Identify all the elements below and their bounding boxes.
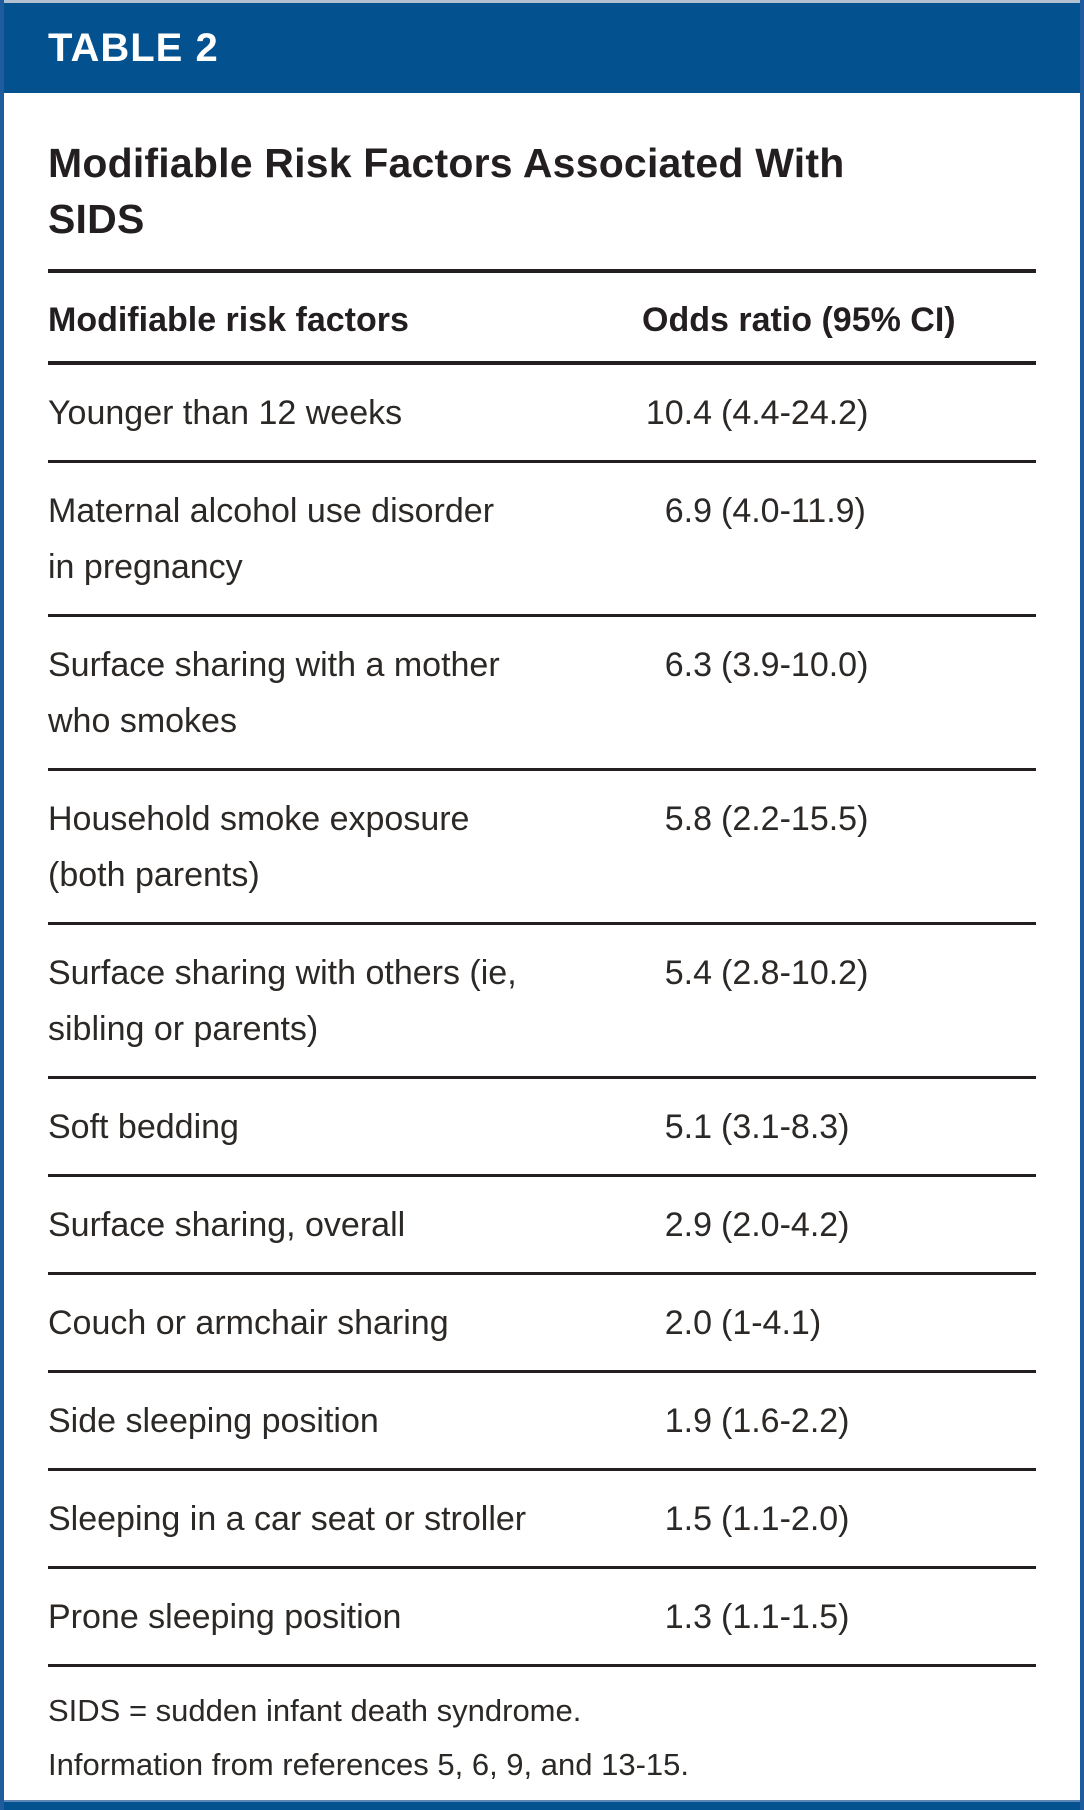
confidence-interval: (1-4.1): [721, 1304, 822, 1342]
risk-factor-cell: Sleeping in a car seat or stroller: [48, 1500, 527, 1538]
risk-factor-cell: Surface sharing with a mother who smokes: [48, 646, 500, 740]
odds-value: 1.5: [664, 1500, 712, 1538]
odds-value: 5.8: [664, 800, 712, 838]
table-row: Younger than 12 weeks 10.4 (4.4-24.2): [48, 365, 1036, 463]
risk-factor-cell: Surface sharing with others (ie, sibling…: [48, 954, 517, 1048]
odds-ratio-cell: 10.4 (4.4-24.2): [608, 385, 1036, 441]
odds-value: 10.4: [645, 394, 712, 432]
odds-ratio-cell: 2.9 (2.0-4.2): [608, 1197, 1036, 1253]
footnote-abbreviation: SIDS = sudden infant death syndrome.: [48, 1693, 582, 1728]
odds-value: 2.0: [664, 1304, 712, 1342]
confidence-interval: (2.2-15.5): [721, 800, 869, 838]
risk-factor-cell: Prone sleeping position: [48, 1598, 402, 1636]
table-row: Household smoke exposure (both parents) …: [48, 771, 1036, 925]
table-row: Side sleeping position 1.9 (1.6-2.2): [48, 1373, 1036, 1471]
odds-ratio-cell: 5.1 (3.1-8.3): [608, 1099, 1036, 1155]
confidence-interval: (1.6-2.2): [721, 1402, 850, 1440]
odds-ratio-cell: 1.9 (1.6-2.2): [608, 1393, 1036, 1449]
table-row: Soft bedding 5.1 (3.1-8.3): [48, 1079, 1036, 1177]
column-header-risk-factors: Modifiable risk factors: [48, 301, 409, 339]
table-row: Surface sharing, overall 2.9 (2.0-4.2): [48, 1177, 1036, 1275]
odds-value: 1.3: [664, 1598, 712, 1636]
confidence-interval: (3.1-8.3): [721, 1108, 850, 1146]
footnotes: SIDS = sudden infant death syndrome. Inf…: [48, 1691, 1036, 1785]
table-content: Modifiable Risk Factors Associated With …: [4, 135, 1080, 1785]
risk-factor-cell: Maternal alcohol use disorder in pregnan…: [48, 492, 495, 586]
table-title: Modifiable Risk Factors Associated With …: [48, 140, 845, 242]
risk-factor-cell: Soft bedding: [48, 1108, 239, 1146]
risk-factor-cell: Household smoke exposure (both parents): [48, 800, 470, 894]
odds-ratio-cell: 6.3 (3.9-10.0): [608, 637, 1036, 693]
footnote-references: Information from references 5, 6, 9, and…: [48, 1747, 690, 1782]
table-number-label: TABLE 2: [48, 25, 219, 70]
odds-ratio-cell: 2.0 (1-4.1): [608, 1295, 1036, 1351]
odds-value: 1.9: [664, 1402, 712, 1440]
risk-factor-cell: Surface sharing, overall: [48, 1206, 406, 1244]
top-stripe: [4, 0, 1080, 3]
confidence-interval: (3.9-10.0): [721, 646, 869, 684]
table-row: Prone sleeping position 1.3 (1.1-1.5): [48, 1569, 1036, 1667]
odds-ratio-cell: 1.5 (1.1-2.0): [608, 1491, 1036, 1547]
title-rule: [48, 269, 1036, 273]
risk-factor-cell: Younger than 12 weeks: [48, 394, 403, 432]
table-row: Surface sharing with others (ie, sibling…: [48, 925, 1036, 1079]
table-row: Surface sharing with a mother who smokes…: [48, 617, 1036, 771]
confidence-interval: (1.1-1.5): [721, 1598, 850, 1636]
confidence-interval: (4.0-11.9): [721, 492, 866, 530]
column-header-odds-ratio: Odds ratio (95% CI): [642, 301, 956, 339]
odds-value: 6.9: [664, 492, 712, 530]
odds-value: 5.4: [664, 954, 712, 992]
table-header-band: TABLE 2: [4, 3, 1080, 93]
odds-value: 5.1: [664, 1108, 712, 1146]
odds-ratio-cell: 5.4 (2.8-10.2): [608, 945, 1036, 1001]
confidence-interval: (4.4-24.2): [721, 394, 869, 432]
table-row: Maternal alcohol use disorder in pregnan…: [48, 463, 1036, 617]
table-row: Sleeping in a car seat or stroller 1.5 (…: [48, 1471, 1036, 1569]
odds-ratio-cell: 1.3 (1.1-1.5): [608, 1589, 1036, 1645]
confidence-interval: (2.8-10.2): [721, 954, 869, 992]
odds-value: 6.3: [664, 646, 712, 684]
bottom-bar: [4, 1800, 1080, 1810]
odds-value: 2.9: [664, 1206, 712, 1244]
risk-factor-cell: Couch or armchair sharing: [48, 1304, 449, 1342]
odds-ratio-cell: 5.8 (2.2-15.5): [608, 791, 1036, 847]
confidence-interval: (2.0-4.2): [721, 1206, 850, 1244]
table-row: Couch or armchair sharing 2.0 (1-4.1): [48, 1275, 1036, 1373]
risk-factor-cell: Side sleeping position: [48, 1402, 379, 1440]
confidence-interval: (1.1-2.0): [721, 1500, 850, 1538]
column-header-row: Modifiable risk factors Odds ratio (95% …: [48, 273, 1036, 365]
odds-ratio-cell: 6.9 (4.0-11.9): [608, 483, 1036, 539]
